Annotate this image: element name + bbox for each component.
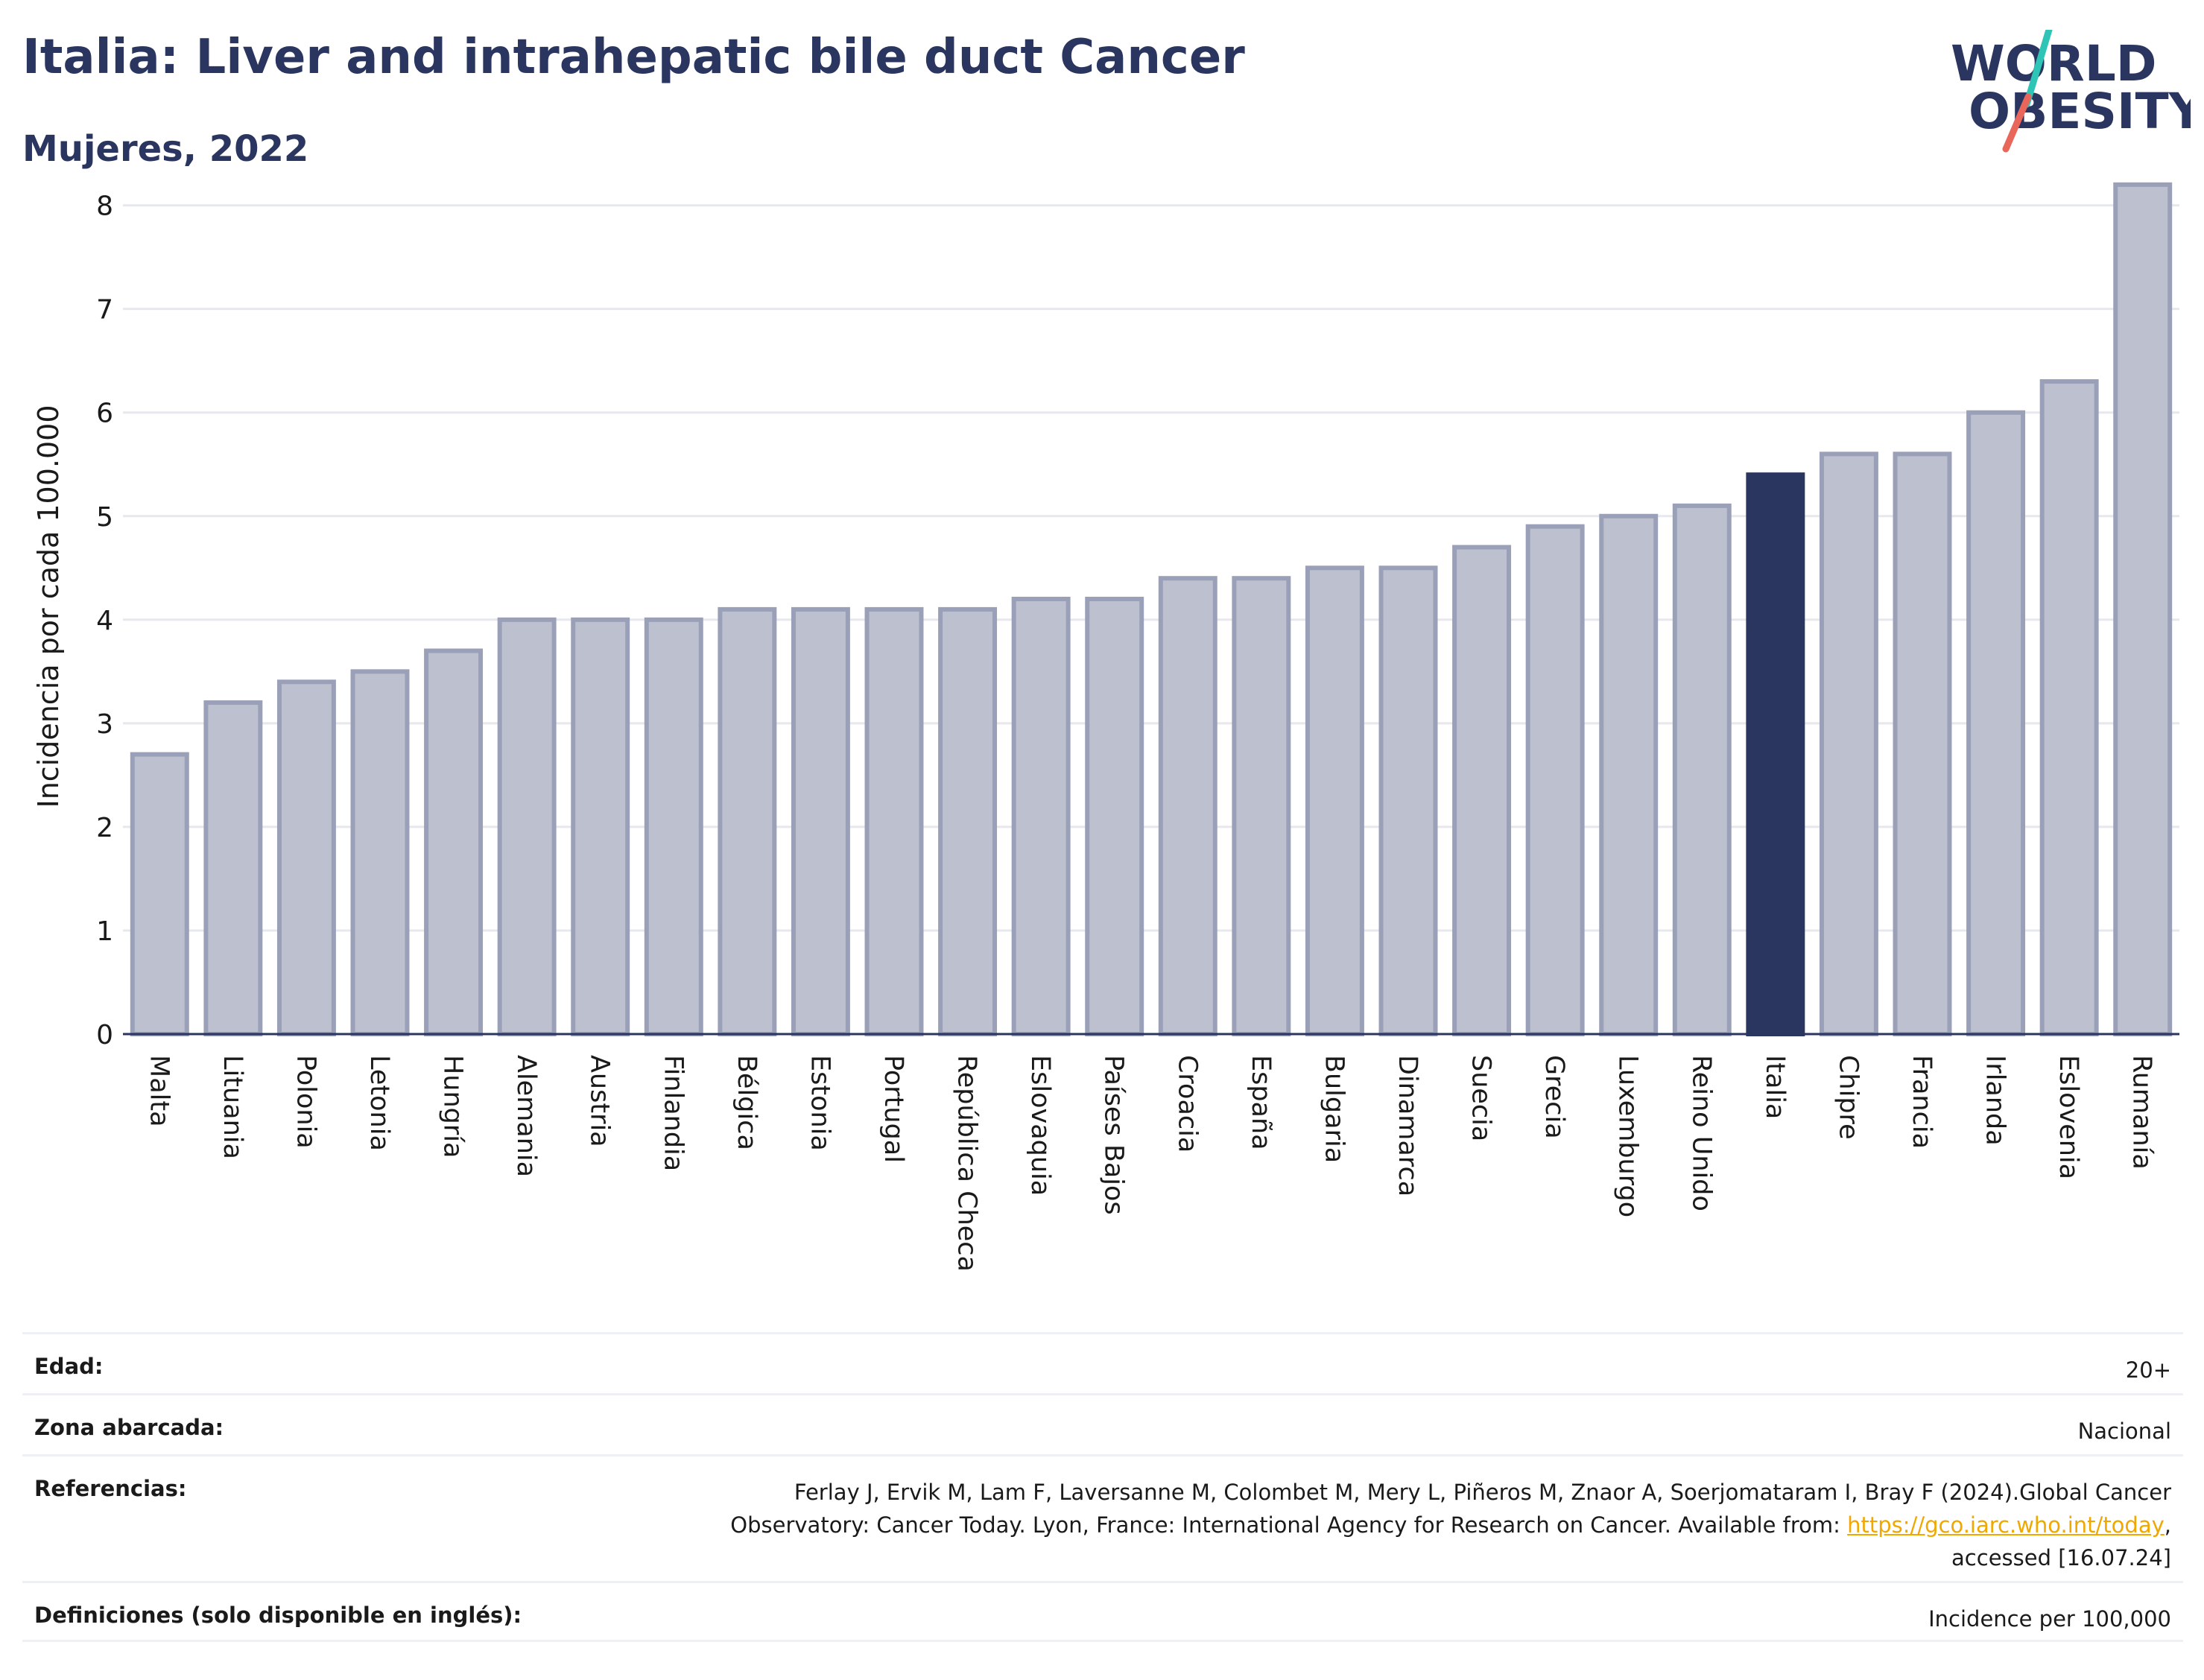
edad-value: 20+	[2125, 1357, 2171, 1383]
bar-grecia[interactable]	[1525, 524, 1585, 1036]
x-tick-label: España	[1246, 1055, 1276, 1150]
bar-eslovenia[interactable]	[2039, 379, 2099, 1036]
x-tick-label: Portugal	[878, 1055, 908, 1163]
definiciones-value: Incidence per 100,000	[1928, 1606, 2171, 1632]
x-tick-label: Irlanda	[1980, 1055, 2010, 1146]
x-tick-label: Austria	[585, 1055, 615, 1147]
logo-slash-bottom	[2002, 93, 2032, 153]
bar-eslovaquia[interactable]	[1011, 597, 1071, 1036]
ref-line-3: accessed [16.07.24]	[1951, 1545, 2171, 1570]
meta-row-referencias: Referencias: Ferlay J, Ervik M, Lam F, L…	[22, 1454, 2183, 1581]
ref-line-2-comma: ,	[2164, 1512, 2171, 1538]
bar-rumanía[interactable]	[2113, 182, 2173, 1036]
x-tick-label: Bulgaria	[1319, 1055, 1349, 1163]
x-tick-label: Rumanía	[2127, 1055, 2157, 1170]
logo-word-world: WORLD	[1951, 35, 2157, 92]
bar-hungría[interactable]	[424, 648, 484, 1036]
x-tick-label: Bélgica	[732, 1055, 761, 1150]
logo-slash-top	[2023, 30, 2053, 108]
bar-austria[interactable]	[571, 617, 630, 1036]
bar-irlanda[interactable]	[1966, 410, 2026, 1036]
bar-luxemburgo[interactable]	[1599, 513, 1659, 1036]
bar-italia[interactable]	[1746, 472, 1805, 1036]
y-tick-label: 8	[96, 191, 113, 222]
y-tick-label: 1	[96, 916, 113, 947]
bar-letonia[interactable]	[350, 669, 410, 1036]
x-tick-label: Italia	[1760, 1055, 1790, 1119]
x-tick-label: Letonia	[364, 1055, 394, 1151]
bar-españa[interactable]	[1232, 576, 1291, 1036]
bar-croacia[interactable]	[1158, 576, 1217, 1036]
bar-bélgica[interactable]	[718, 606, 777, 1036]
y-tick-label: 5	[96, 502, 113, 533]
bar-portugal[interactable]	[864, 606, 924, 1036]
zona-label: Zona abarcada:	[34, 1415, 224, 1440]
meta-row-edad: Edad: 20+	[22, 1332, 2183, 1393]
definiciones-label: Definiciones (solo disponible en inglés)…	[34, 1603, 522, 1628]
y-tick-label: 4	[96, 606, 113, 636]
bar-alemania[interactable]	[497, 617, 557, 1036]
bar-bulgaria[interactable]	[1305, 565, 1364, 1036]
x-tick-label: Chipre	[1833, 1055, 1863, 1140]
y-axis-ticks: 0 1 2 3 4 5 6 7 8	[96, 191, 113, 1050]
x-tick-label: Suecia	[1466, 1055, 1496, 1141]
x-tick-label: Reino Unido	[1686, 1055, 1716, 1211]
x-tick-label: Estonia	[805, 1055, 835, 1151]
edad-label: Edad:	[34, 1354, 104, 1379]
ref-line-2: Observatory: Cancer Today. Lyon, France:…	[730, 1509, 2171, 1541]
x-tick-label: Finlandia	[658, 1055, 688, 1171]
x-tick-label: Alemania	[511, 1055, 541, 1177]
x-tick-label: Países Bajos	[1099, 1055, 1129, 1215]
x-tick-label: Eslovenia	[2053, 1055, 2083, 1179]
bar-estonia[interactable]	[791, 606, 850, 1036]
x-tick-label: Croacia	[1172, 1055, 1202, 1153]
referencias-label: Referencias:	[34, 1476, 187, 1501]
bar-chart: 0 1 2 3 4 5 6 7 8 Malta Lituania Polonia Letonia Hun…	[32, 182, 2179, 1272]
meta-row-definiciones: Definiciones (solo disponible en inglés)…	[22, 1581, 2183, 1642]
bar-polonia[interactable]	[276, 679, 336, 1036]
bar-malta[interactable]	[130, 752, 189, 1036]
y-tick-label: 6	[96, 399, 113, 429]
bar-república-checa[interactable]	[938, 606, 998, 1036]
bars	[130, 182, 2173, 1036]
x-tick-label: Lituania	[218, 1055, 247, 1159]
ref-line-1: Ferlay J, Ervik M, Lam F, Laversanne M, …	[794, 1480, 2171, 1505]
bar-dinamarca[interactable]	[1378, 565, 1438, 1036]
logo-word-obesity: OBESITY	[1969, 83, 2191, 140]
x-axis-labels: Malta Lituania Polonia Letonia Hungría Aleman…	[144, 1055, 2156, 1272]
x-tick-label: Hungría	[438, 1055, 468, 1158]
x-tick-label: República Checa	[952, 1055, 982, 1272]
x-tick-label: Eslovaquia	[1025, 1055, 1055, 1196]
bar-lituania[interactable]	[203, 700, 263, 1036]
bar-finlandia[interactable]	[644, 617, 703, 1036]
y-tick-label: 0	[96, 1020, 113, 1050]
zona-value: Nacional	[2077, 1419, 2171, 1444]
bar-reino-unido[interactable]	[1672, 503, 1732, 1036]
x-tick-label: Luxemburgo	[1613, 1055, 1643, 1217]
bar-países-bajos[interactable]	[1085, 597, 1144, 1036]
y-tick-label: 3	[96, 709, 113, 740]
chart-subtitle: Mujeres, 2022	[22, 128, 309, 170]
ref-link[interactable]: https://gco.iarc.who.int/today	[1847, 1512, 2165, 1538]
bar-chipre[interactable]	[1819, 451, 1878, 1036]
referencias-value: Ferlay J, Ervik M, Lam F, Laversanne M, …	[730, 1476, 2171, 1574]
chart-title: Italia: Liver and intrahepatic bile duct…	[22, 30, 1245, 85]
meta-row-zona: Zona abarcada: Nacional	[22, 1393, 2183, 1454]
y-axis-title: Incidencia por cada 100.000	[32, 405, 65, 808]
x-tick-label: Grecia	[1539, 1055, 1569, 1139]
ref-line-2-text: Observatory: Cancer Today. Lyon, France:…	[730, 1512, 1848, 1538]
x-tick-label: Dinamarca	[1393, 1055, 1422, 1196]
y-tick-label: 7	[96, 295, 113, 326]
world-obesity-logo: WORLD OBESITY	[1951, 30, 2191, 153]
x-tick-label: Francia	[1907, 1055, 1937, 1149]
x-tick-label: Polonia	[291, 1055, 320, 1149]
y-tick-label: 2	[96, 813, 113, 843]
metadata-table: Edad: 20+ Zona abarcada: Nacional Refere…	[22, 1332, 2183, 1642]
bar-francia[interactable]	[1893, 451, 1952, 1036]
bar-suecia[interactable]	[1452, 545, 1512, 1036]
x-tick-label: Malta	[144, 1055, 174, 1127]
